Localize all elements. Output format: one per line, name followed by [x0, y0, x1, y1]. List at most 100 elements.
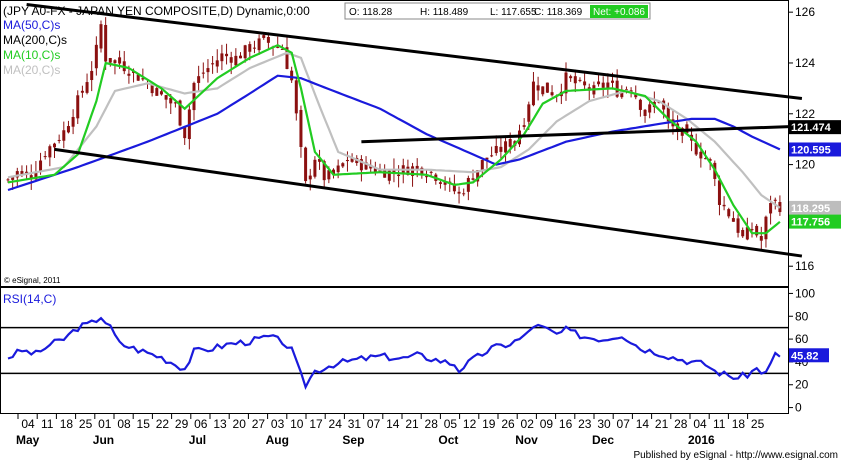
- ma20cs-line: [7, 51, 781, 209]
- candle-body: [462, 193, 466, 195]
- date-tick-label: 12: [463, 417, 477, 431]
- candle-body: [90, 70, 94, 81]
- price-series-layer: [6, 3, 803, 258]
- candle-body: [569, 76, 573, 79]
- rsi-tick-label: 60: [795, 332, 809, 346]
- price-badge-bg: [789, 142, 841, 157]
- date-tick-label: 07: [367, 417, 381, 431]
- candle: [569, 74, 573, 82]
- candle: [425, 170, 428, 183]
- candle: [29, 164, 33, 190]
- candle-body: [304, 147, 308, 182]
- candle-body: [704, 158, 707, 160]
- upper-channel-trendline: [26, 3, 803, 101]
- candle-body: [197, 76, 201, 83]
- candle-body: [699, 151, 703, 159]
- candle-body: [634, 93, 638, 98]
- candle-body: [769, 203, 773, 214]
- candle: [294, 77, 298, 121]
- candle-body: [764, 216, 768, 240]
- candle: [211, 55, 215, 74]
- date-tick-label: 20: [233, 417, 247, 431]
- candle: [252, 40, 256, 54]
- candle-body: [708, 159, 712, 161]
- price-badge: 121.474: [789, 120, 841, 135]
- date-tick-label: 14: [386, 417, 400, 431]
- price-badge-bg: [789, 120, 841, 135]
- candle-body: [397, 174, 401, 177]
- date-tick-label: 30: [597, 417, 611, 431]
- candle-body: [290, 70, 294, 81]
- price-badge: 117.756: [789, 214, 841, 229]
- date-tick-label: 26: [501, 417, 515, 431]
- candle: [62, 121, 66, 149]
- price-badge-bg: [789, 214, 841, 229]
- month-label: May: [16, 433, 40, 447]
- candle-body: [11, 176, 15, 180]
- candle-body: [494, 145, 498, 154]
- candle-body: [485, 157, 489, 160]
- candle: [94, 36, 98, 76]
- price-badge-label: 120.595: [791, 144, 831, 156]
- candle-body: [755, 225, 759, 236]
- rsi-tick-label: 80: [795, 309, 809, 323]
- candle-body: [80, 90, 84, 93]
- candle-body: [25, 171, 29, 174]
- date-tick-label: 02: [521, 417, 535, 431]
- candle-body: [648, 104, 652, 113]
- candle-body: [727, 209, 731, 217]
- date-tick-label: 10: [290, 417, 304, 431]
- rsi-tick-label: 100: [795, 286, 815, 300]
- candle: [313, 156, 317, 179]
- candle-body: [731, 218, 735, 222]
- date-tick-label: 22: [156, 417, 170, 431]
- candle-body: [564, 72, 568, 94]
- candle-body: [150, 84, 154, 94]
- candle-body: [229, 57, 233, 63]
- candle-body: [638, 99, 642, 110]
- candle-body: [178, 100, 182, 126]
- candle-body: [118, 57, 122, 64]
- candle-body: [531, 81, 535, 106]
- candle: [606, 73, 610, 98]
- date-tick-label: 11: [41, 417, 54, 431]
- candle-body: [480, 160, 484, 172]
- candle: [745, 217, 749, 241]
- candle-body: [211, 63, 215, 65]
- candle-body: [508, 139, 512, 147]
- candle: [731, 211, 735, 222]
- candle-body: [104, 24, 108, 62]
- candle: [490, 146, 494, 158]
- candle-body: [94, 44, 98, 69]
- candle-body: [113, 60, 117, 63]
- price-badge-label: 118.295: [791, 203, 830, 215]
- candle-body: [15, 171, 19, 178]
- month-label: Oct: [438, 433, 458, 447]
- candle-body: [262, 35, 266, 38]
- month-label: Nov: [515, 433, 538, 447]
- date-tick-label: 24: [329, 417, 343, 431]
- candle: [299, 105, 303, 158]
- candle: [531, 71, 535, 107]
- rsi-label: RSI(14,C): [3, 292, 56, 306]
- chart-title: (JPY A0-FX - JAPAN YEN COMPOSITE,D) Dyna…: [3, 4, 310, 18]
- ohlc-item: L: 117.655: [490, 7, 537, 18]
- candle-body: [550, 92, 554, 96]
- candle: [504, 136, 508, 162]
- date-tick-label: 01: [98, 417, 112, 431]
- candle: [545, 82, 549, 93]
- candle-body: [108, 58, 112, 63]
- candle-body: [457, 191, 461, 194]
- candle-body: [155, 88, 159, 96]
- candle-body: [201, 72, 205, 74]
- candle: [727, 207, 731, 219]
- legend-item: MA(20,C)s: [3, 63, 60, 77]
- candle: [15, 167, 19, 187]
- candle-body: [387, 170, 391, 181]
- candle-body: [680, 128, 684, 136]
- date-tick-label: 08: [117, 417, 131, 431]
- candle-body: [85, 82, 89, 93]
- candle: [104, 17, 108, 70]
- candle: [643, 108, 647, 123]
